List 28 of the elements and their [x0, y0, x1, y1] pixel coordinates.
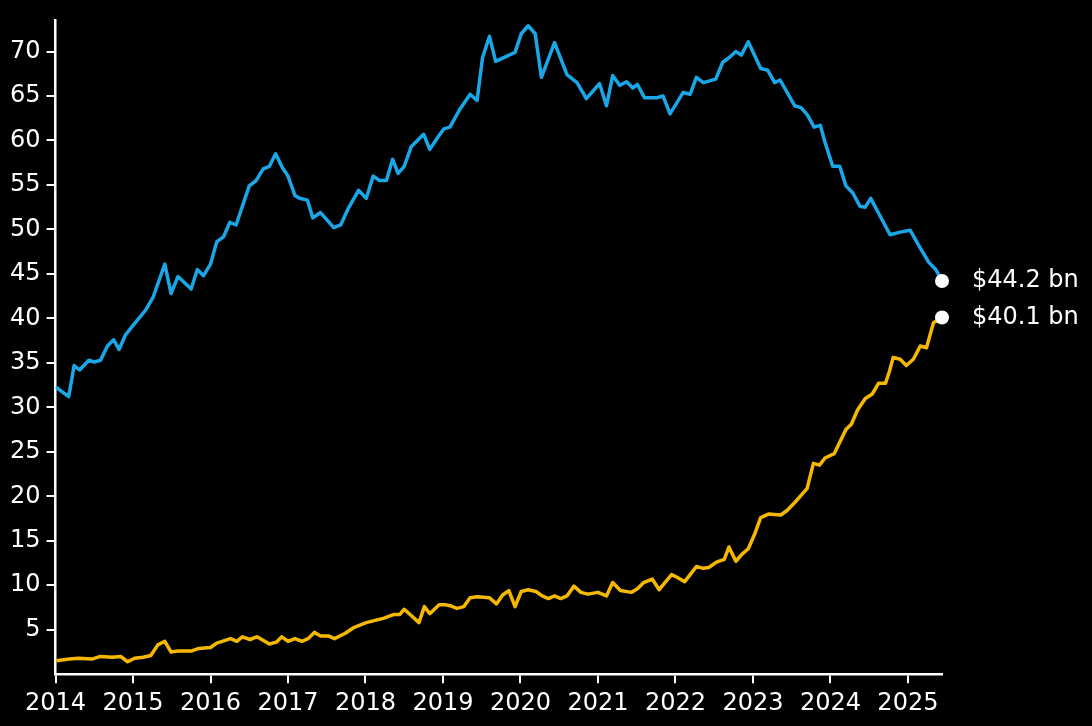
y-tick-label: 15 — [9, 525, 41, 554]
y-tick-label: 50 — [9, 213, 41, 242]
y-tick-label: 25 — [9, 436, 41, 465]
x-tick-label: 2020 — [489, 687, 552, 716]
y-tick-label: 30 — [9, 391, 41, 420]
x-tick-label: 2016 — [179, 687, 242, 716]
y-tick-label: 20 — [9, 480, 41, 509]
y-tick-label: 65 — [9, 80, 41, 109]
x-tick-label: 2024 — [799, 687, 861, 716]
y-tick-label: 5 — [25, 613, 41, 642]
x-tick-label: 2014 — [25, 687, 87, 716]
x-tick-label: 2025 — [877, 687, 939, 716]
y-tick-label: 60 — [9, 124, 41, 153]
x-tick-label: 2021 — [567, 687, 629, 716]
y-tick-label: 40 — [9, 302, 41, 331]
x-tick-label: 2017 — [257, 687, 319, 716]
x-tick-label: 2022 — [644, 687, 706, 716]
annotation: $40.1 bn — [972, 301, 1079, 330]
y-tick-label: 70 — [9, 35, 41, 64]
annotation: $44.2 bn — [972, 265, 1079, 294]
y-tick-label: 35 — [9, 347, 41, 376]
y-tick-label: 55 — [9, 169, 41, 198]
y-tick-label: 45 — [9, 258, 41, 287]
x-tick-label: 2023 — [722, 687, 784, 716]
x-tick-label: 2019 — [412, 687, 474, 716]
x-tick-label: 2018 — [334, 687, 397, 716]
y-tick-label: 10 — [9, 569, 41, 598]
x-tick-label: 2015 — [102, 687, 164, 716]
